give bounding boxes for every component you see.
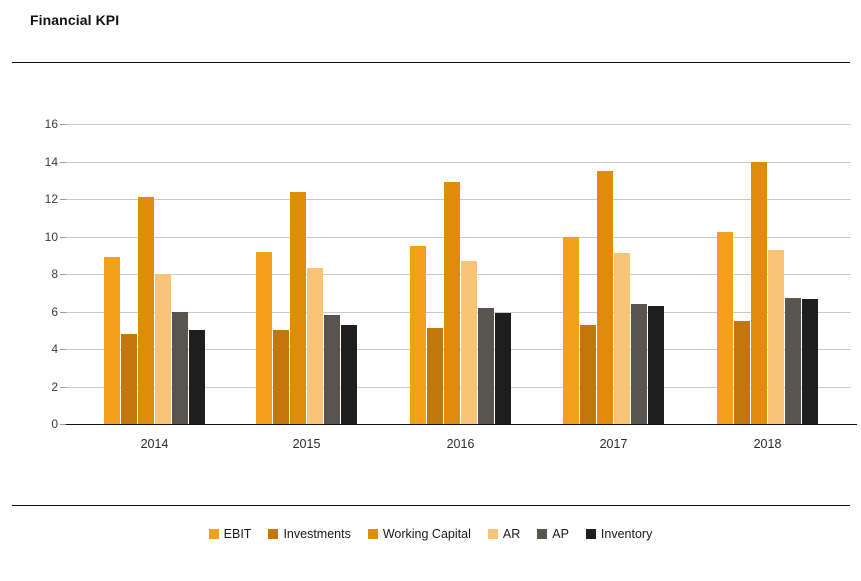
- page-title: Financial KPI: [30, 12, 120, 28]
- bar[interactable]: [155, 274, 171, 424]
- bar[interactable]: [563, 236, 579, 424]
- y-axis-tick-label: 4: [51, 342, 58, 356]
- legend-item[interactable]: Inventory: [585, 527, 653, 541]
- bar[interactable]: [461, 260, 477, 424]
- bars-layer: [104, 161, 818, 424]
- bar[interactable]: [734, 320, 750, 424]
- bar[interactable]: [256, 251, 272, 424]
- legend-swatch-icon: [585, 529, 596, 539]
- bar[interactable]: [172, 311, 188, 424]
- x-axis-label: 2017: [599, 437, 628, 451]
- x-axis-baseline: [66, 424, 857, 425]
- y-axis-tick-mark: [60, 236, 66, 238]
- legend-swatch-icon: [487, 529, 498, 539]
- bar[interactable]: [768, 249, 784, 424]
- title-divider: [12, 62, 850, 63]
- legend-item-label: EBIT: [223, 527, 252, 541]
- legend-swatch-icon: [367, 529, 378, 539]
- x-axis-label: 2015: [292, 437, 321, 451]
- y-axis-tick-mark: [60, 124, 66, 125]
- bar[interactable]: [307, 268, 323, 424]
- bar[interactable]: [410, 245, 426, 424]
- x-axis-label: 2018: [753, 437, 782, 451]
- legend-item-label: AP: [552, 527, 569, 541]
- bar[interactable]: [751, 161, 767, 424]
- gridline: [66, 161, 851, 163]
- bar[interactable]: [121, 334, 137, 424]
- bar[interactable]: [324, 315, 340, 424]
- gridline: [66, 124, 851, 125]
- bar[interactable]: [478, 307, 494, 424]
- y-axis-tick-label: 10: [44, 229, 58, 244]
- x-axis-label: 2014: [140, 437, 169, 451]
- chart-plot-area: 0 2 4 6 8 10 12 14 16 2014 2015 2016 2017 2018: [44, 117, 857, 451]
- bar[interactable]: [631, 304, 647, 424]
- bar[interactable]: [273, 330, 289, 424]
- bar[interactable]: [341, 324, 357, 424]
- y-axis-tick-mark: [60, 199, 66, 200]
- y-axis-tick-mark: [60, 311, 66, 313]
- legend-item-label: Investments: [283, 527, 351, 541]
- legend-item[interactable]: EBIT: [208, 527, 252, 541]
- y-axis-tick-mark: [60, 274, 66, 275]
- legend-swatch-icon: [537, 529, 548, 539]
- bar[interactable]: [717, 231, 733, 424]
- legend-item-label: Inventory: [600, 527, 653, 541]
- y-axis-tick-label: 2: [51, 379, 58, 394]
- bar[interactable]: [290, 191, 306, 424]
- y-axis-tick-label: 0: [51, 417, 58, 431]
- y-axis-tick-mark: [60, 349, 66, 350]
- bar[interactable]: [597, 170, 613, 424]
- chart-legend: EBIT Investments Working Capital AR AP Invent…: [0, 527, 861, 541]
- bar[interactable]: [648, 305, 664, 424]
- legend-item-label: Working Capital: [382, 527, 471, 541]
- bar[interactable]: [138, 197, 154, 424]
- legend-item[interactable]: Investments: [268, 527, 351, 541]
- legend-item[interactable]: AP: [537, 527, 569, 541]
- legend-swatch-icon: [208, 529, 219, 539]
- bar[interactable]: [580, 324, 596, 424]
- bar[interactable]: [427, 328, 443, 424]
- y-axis-tick-label: 6: [51, 304, 58, 319]
- legend-swatch-icon: [268, 529, 279, 539]
- bar[interactable]: [104, 257, 120, 424]
- legend-item-label: AR: [502, 527, 521, 541]
- legend-item[interactable]: AR: [487, 527, 521, 541]
- y-axis-tick-mark: [60, 424, 66, 425]
- y-axis-tick-label: 12: [44, 192, 58, 206]
- y-axis-tick-mark: [60, 386, 66, 388]
- y-axis-tick-label: 16: [44, 117, 58, 131]
- bar[interactable]: [802, 299, 818, 424]
- bar[interactable]: [614, 253, 630, 424]
- legend-item[interactable]: Working Capital: [367, 527, 471, 541]
- legend-divider: [12, 505, 850, 506]
- bar[interactable]: [495, 313, 511, 424]
- y-axis-tick-mark: [60, 161, 66, 163]
- x-axis-label: 2016: [446, 437, 475, 451]
- bar[interactable]: [444, 182, 460, 424]
- bar[interactable]: [785, 298, 801, 424]
- bar[interactable]: [189, 330, 205, 424]
- y-axis-tick-label: 14: [44, 154, 58, 169]
- y-axis-tick-label: 8: [51, 267, 58, 281]
